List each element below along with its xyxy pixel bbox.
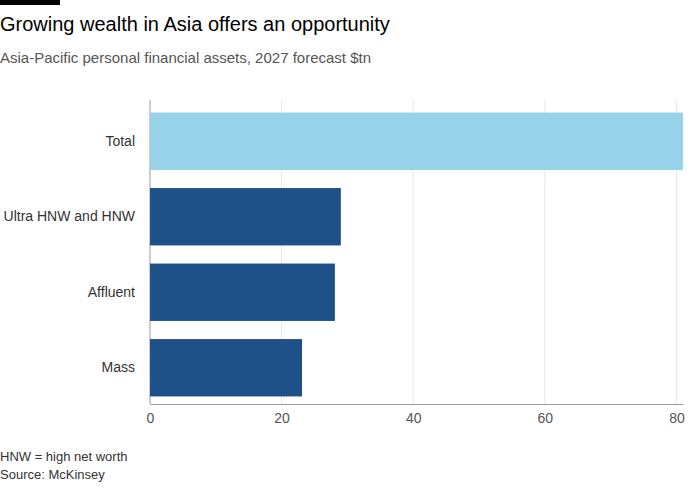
title: Growing wealth in Asia offers an opportu…	[0, 13, 390, 35]
y-tick: Affluent	[88, 284, 135, 300]
y-tick-label: Mass	[102, 359, 135, 375]
x-tick-label: 60	[538, 410, 554, 426]
bars	[150, 113, 683, 397]
bar	[150, 264, 335, 321]
chart: Growing wealth in Asia offers an opportu…	[0, 0, 700, 500]
x-tick-label: 40	[406, 410, 422, 426]
y-tick: Ultra HNW and HNW	[4, 208, 136, 224]
y-tick-label: Total	[105, 133, 135, 149]
x-tick: 60	[538, 404, 554, 426]
source: Source: McKinsey	[0, 467, 105, 482]
x-tick: 0	[147, 404, 155, 426]
x-tick: 80	[669, 404, 685, 426]
x-axis: 0 20 40 60 80	[147, 404, 685, 426]
bar	[150, 188, 341, 245]
x-tick: 40	[406, 404, 422, 426]
y-tick-label: Ultra HNW and HNW	[4, 208, 136, 224]
note: HNW = high net worth	[0, 449, 128, 464]
x-axis-line	[151, 404, 684, 405]
y-tick: Mass	[102, 359, 135, 375]
y-tick-label: Affluent	[88, 284, 135, 300]
x-tick-label: 80	[669, 410, 685, 426]
y-axis: Total Ultra HNW and HNW Affluent Mass	[4, 133, 136, 376]
bar	[150, 113, 683, 170]
y-tick: Total	[105, 133, 135, 149]
x-tick-label: 20	[274, 410, 290, 426]
brand-bar	[0, 0, 60, 5]
x-tick: 20	[274, 404, 290, 426]
bar	[150, 339, 302, 396]
x-tick-label: 0	[147, 410, 155, 426]
subtitle: Asia-Pacific personal financial assets, …	[0, 49, 371, 66]
